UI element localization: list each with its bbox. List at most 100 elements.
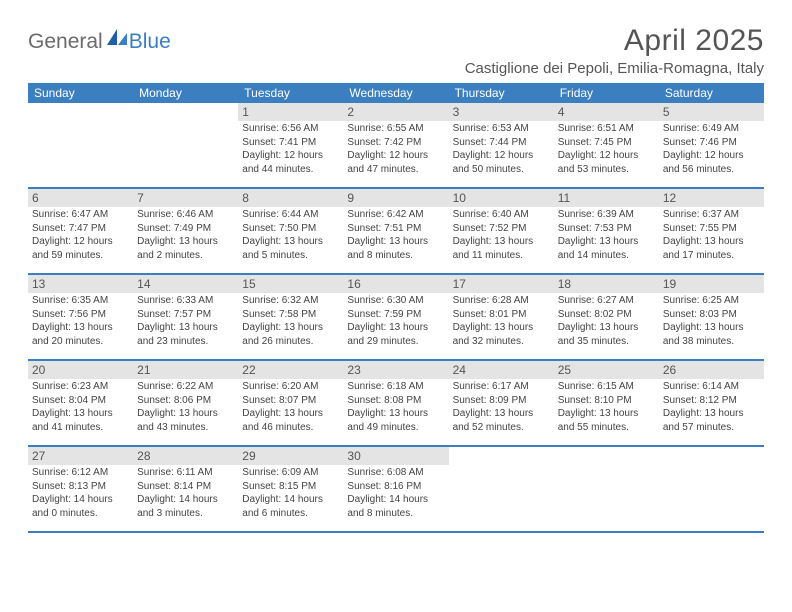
day-body: Sunrise: 6:44 AMSunset: 7:50 PMDaylight:… bbox=[238, 208, 343, 262]
day-number: 24 bbox=[449, 361, 554, 379]
day-number: 26 bbox=[659, 361, 764, 379]
sunrise-line: Sunrise: 6:32 AM bbox=[242, 294, 339, 308]
sunset-line: Sunset: 8:04 PM bbox=[32, 394, 129, 408]
day-cell: 18Sunrise: 6:27 AMSunset: 8:02 PMDayligh… bbox=[554, 275, 659, 359]
sunrise-line: Sunrise: 6:09 AM bbox=[242, 466, 339, 480]
page: General Blue April 2025 Castiglione dei … bbox=[0, 0, 792, 533]
daylight-line: Daylight: 13 hours and 8 minutes. bbox=[347, 235, 444, 262]
day-cell: 27Sunrise: 6:12 AMSunset: 8:13 PMDayligh… bbox=[28, 447, 133, 531]
sunrise-line: Sunrise: 6:12 AM bbox=[32, 466, 129, 480]
day-body: Sunrise: 6:15 AMSunset: 8:10 PMDaylight:… bbox=[554, 380, 659, 434]
day-body: Sunrise: 6:30 AMSunset: 7:59 PMDaylight:… bbox=[343, 294, 448, 348]
dow-tuesday: Tuesday bbox=[238, 83, 343, 103]
page-subtitle: Castiglione dei Pepoli, Emilia-Romagna, … bbox=[465, 60, 764, 77]
sunset-line: Sunset: 7:57 PM bbox=[137, 308, 234, 322]
day-cell: 30Sunrise: 6:08 AMSunset: 8:16 PMDayligh… bbox=[343, 447, 448, 531]
sunrise-line: Sunrise: 6:28 AM bbox=[453, 294, 550, 308]
day-number: 25 bbox=[554, 361, 659, 379]
dow-header-row: Sunday Monday Tuesday Wednesday Thursday… bbox=[28, 83, 764, 103]
sunset-line: Sunset: 7:53 PM bbox=[558, 222, 655, 236]
day-cell: 22Sunrise: 6:20 AMSunset: 8:07 PMDayligh… bbox=[238, 361, 343, 445]
day-cell: 7Sunrise: 6:46 AMSunset: 7:49 PMDaylight… bbox=[133, 189, 238, 273]
day-body: Sunrise: 6:25 AMSunset: 8:03 PMDaylight:… bbox=[659, 294, 764, 348]
day-number: 27 bbox=[28, 447, 133, 465]
daylight-line: Daylight: 13 hours and 55 minutes. bbox=[558, 407, 655, 434]
daylight-line: Daylight: 13 hours and 35 minutes. bbox=[558, 321, 655, 348]
weeks-container: 1Sunrise: 6:56 AMSunset: 7:41 PMDaylight… bbox=[28, 103, 764, 533]
daylight-line: Daylight: 12 hours and 50 minutes. bbox=[453, 149, 550, 176]
day-number: 4 bbox=[554, 103, 659, 121]
daylight-line: Daylight: 13 hours and 46 minutes. bbox=[242, 407, 339, 434]
day-number: 22 bbox=[238, 361, 343, 379]
day-cell: 2Sunrise: 6:55 AMSunset: 7:42 PMDaylight… bbox=[343, 103, 448, 187]
day-number: 11 bbox=[554, 189, 659, 207]
day-body: Sunrise: 6:09 AMSunset: 8:15 PMDaylight:… bbox=[238, 466, 343, 520]
sunrise-line: Sunrise: 6:11 AM bbox=[137, 466, 234, 480]
day-body: Sunrise: 6:27 AMSunset: 8:02 PMDaylight:… bbox=[554, 294, 659, 348]
logo-text-general: General bbox=[28, 30, 103, 54]
sunset-line: Sunset: 7:46 PM bbox=[663, 136, 760, 150]
daylight-line: Daylight: 13 hours and 14 minutes. bbox=[558, 235, 655, 262]
week-row: 1Sunrise: 6:56 AMSunset: 7:41 PMDaylight… bbox=[28, 103, 764, 189]
sunset-line: Sunset: 8:10 PM bbox=[558, 394, 655, 408]
dow-saturday: Saturday bbox=[659, 83, 764, 103]
sunrise-line: Sunrise: 6:22 AM bbox=[137, 380, 234, 394]
day-cell: 28Sunrise: 6:11 AMSunset: 8:14 PMDayligh… bbox=[133, 447, 238, 531]
sunrise-line: Sunrise: 6:56 AM bbox=[242, 122, 339, 136]
day-number: 28 bbox=[133, 447, 238, 465]
logo-text-blue: Blue bbox=[129, 30, 171, 54]
daylight-line: Daylight: 14 hours and 0 minutes. bbox=[32, 493, 129, 520]
day-number: 6 bbox=[28, 189, 133, 207]
day-number: 23 bbox=[343, 361, 448, 379]
sunset-line: Sunset: 7:44 PM bbox=[453, 136, 550, 150]
sunset-line: Sunset: 7:59 PM bbox=[347, 308, 444, 322]
day-cell: 21Sunrise: 6:22 AMSunset: 8:06 PMDayligh… bbox=[133, 361, 238, 445]
day-number: 15 bbox=[238, 275, 343, 293]
day-body: Sunrise: 6:53 AMSunset: 7:44 PMDaylight:… bbox=[449, 122, 554, 176]
sunrise-line: Sunrise: 6:47 AM bbox=[32, 208, 129, 222]
day-cell: 14Sunrise: 6:33 AMSunset: 7:57 PMDayligh… bbox=[133, 275, 238, 359]
day-body: Sunrise: 6:17 AMSunset: 8:09 PMDaylight:… bbox=[449, 380, 554, 434]
day-number: 18 bbox=[554, 275, 659, 293]
daylight-line: Daylight: 12 hours and 53 minutes. bbox=[558, 149, 655, 176]
sunrise-line: Sunrise: 6:20 AM bbox=[242, 380, 339, 394]
day-cell: 8Sunrise: 6:44 AMSunset: 7:50 PMDaylight… bbox=[238, 189, 343, 273]
day-body: Sunrise: 6:20 AMSunset: 8:07 PMDaylight:… bbox=[238, 380, 343, 434]
sunrise-line: Sunrise: 6:55 AM bbox=[347, 122, 444, 136]
daylight-line: Daylight: 13 hours and 17 minutes. bbox=[663, 235, 760, 262]
title-block: April 2025 Castiglione dei Pepoli, Emili… bbox=[465, 24, 764, 77]
day-number: 19 bbox=[659, 275, 764, 293]
sunset-line: Sunset: 7:42 PM bbox=[347, 136, 444, 150]
daylight-line: Daylight: 13 hours and 2 minutes. bbox=[137, 235, 234, 262]
sunset-line: Sunset: 7:47 PM bbox=[32, 222, 129, 236]
day-number: 30 bbox=[343, 447, 448, 465]
sunrise-line: Sunrise: 6:30 AM bbox=[347, 294, 444, 308]
sunset-line: Sunset: 8:02 PM bbox=[558, 308, 655, 322]
calendar: Sunday Monday Tuesday Wednesday Thursday… bbox=[28, 83, 764, 533]
sunrise-line: Sunrise: 6:40 AM bbox=[453, 208, 550, 222]
day-cell: 19Sunrise: 6:25 AMSunset: 8:03 PMDayligh… bbox=[659, 275, 764, 359]
daylight-line: Daylight: 14 hours and 8 minutes. bbox=[347, 493, 444, 520]
sunrise-line: Sunrise: 6:53 AM bbox=[453, 122, 550, 136]
day-cell: 20Sunrise: 6:23 AMSunset: 8:04 PMDayligh… bbox=[28, 361, 133, 445]
sunrise-line: Sunrise: 6:49 AM bbox=[663, 122, 760, 136]
sunrise-line: Sunrise: 6:35 AM bbox=[32, 294, 129, 308]
sunset-line: Sunset: 8:16 PM bbox=[347, 480, 444, 494]
day-body: Sunrise: 6:37 AMSunset: 7:55 PMDaylight:… bbox=[659, 208, 764, 262]
day-body: Sunrise: 6:49 AMSunset: 7:46 PMDaylight:… bbox=[659, 122, 764, 176]
sunset-line: Sunset: 8:14 PM bbox=[137, 480, 234, 494]
day-number: 12 bbox=[659, 189, 764, 207]
sunset-line: Sunset: 8:15 PM bbox=[242, 480, 339, 494]
day-cell: 17Sunrise: 6:28 AMSunset: 8:01 PMDayligh… bbox=[449, 275, 554, 359]
week-row: 20Sunrise: 6:23 AMSunset: 8:04 PMDayligh… bbox=[28, 361, 764, 447]
week-row: 27Sunrise: 6:12 AMSunset: 8:13 PMDayligh… bbox=[28, 447, 764, 533]
day-cell: 25Sunrise: 6:15 AMSunset: 8:10 PMDayligh… bbox=[554, 361, 659, 445]
daylight-line: Daylight: 14 hours and 6 minutes. bbox=[242, 493, 339, 520]
day-body: Sunrise: 6:33 AMSunset: 7:57 PMDaylight:… bbox=[133, 294, 238, 348]
day-body: Sunrise: 6:56 AMSunset: 7:41 PMDaylight:… bbox=[238, 122, 343, 176]
sunrise-line: Sunrise: 6:46 AM bbox=[137, 208, 234, 222]
daylight-line: Daylight: 12 hours and 56 minutes. bbox=[663, 149, 760, 176]
day-number: 20 bbox=[28, 361, 133, 379]
sunrise-line: Sunrise: 6:39 AM bbox=[558, 208, 655, 222]
sunrise-line: Sunrise: 6:37 AM bbox=[663, 208, 760, 222]
